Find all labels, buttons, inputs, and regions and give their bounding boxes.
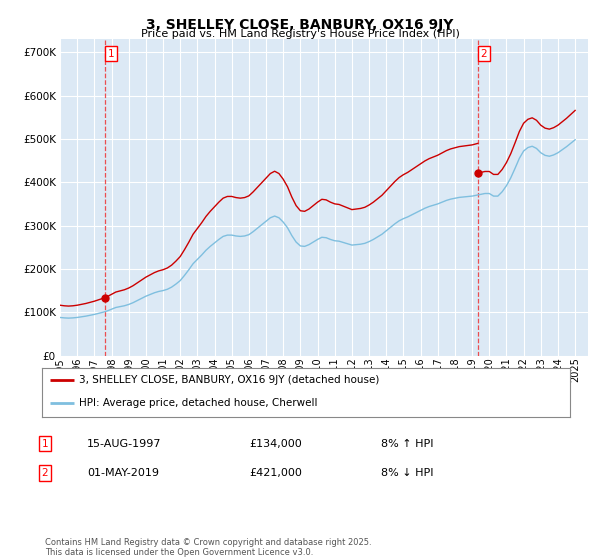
Text: 1: 1 xyxy=(107,49,114,59)
Text: 3, SHELLEY CLOSE, BANBURY, OX16 9JY (detached house): 3, SHELLEY CLOSE, BANBURY, OX16 9JY (det… xyxy=(79,375,379,385)
Text: 2: 2 xyxy=(481,49,487,59)
Text: 2: 2 xyxy=(41,468,49,478)
Text: Contains HM Land Registry data © Crown copyright and database right 2025.
This d: Contains HM Land Registry data © Crown c… xyxy=(45,538,371,557)
Text: 01-MAY-2019: 01-MAY-2019 xyxy=(87,468,159,478)
Text: £421,000: £421,000 xyxy=(249,468,302,478)
Text: 3, SHELLEY CLOSE, BANBURY, OX16 9JY: 3, SHELLEY CLOSE, BANBURY, OX16 9JY xyxy=(146,18,454,32)
Text: £134,000: £134,000 xyxy=(249,438,302,449)
Text: 8% ↓ HPI: 8% ↓ HPI xyxy=(381,468,433,478)
Text: 1: 1 xyxy=(41,438,49,449)
Text: 15-AUG-1997: 15-AUG-1997 xyxy=(87,438,161,449)
Text: HPI: Average price, detached house, Cherwell: HPI: Average price, detached house, Cher… xyxy=(79,398,317,408)
Text: Price paid vs. HM Land Registry's House Price Index (HPI): Price paid vs. HM Land Registry's House … xyxy=(140,29,460,39)
Text: 8% ↑ HPI: 8% ↑ HPI xyxy=(381,438,433,449)
